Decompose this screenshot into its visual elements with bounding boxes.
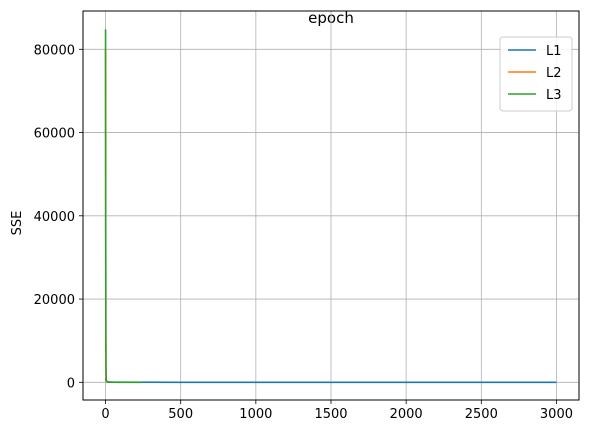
x-tick-label: 1000 (239, 407, 272, 422)
legend-label: L3 (546, 88, 562, 103)
y-tick-label: 20000 (34, 293, 75, 308)
x-tick-label: 3000 (540, 407, 573, 422)
x-tick-label: 500 (168, 407, 193, 422)
x-tick-label: 0 (101, 407, 109, 422)
x-tick-label: 1500 (314, 407, 347, 422)
series-line-l3 (106, 29, 142, 382)
x-tick-label: 2500 (465, 407, 498, 422)
x-axis: 0 500 1000 1500 2000 2500 3000 (101, 400, 573, 422)
legend: L1 L2 L3 (500, 37, 572, 111)
y-axis: 0 20000 40000 60000 80000 (34, 43, 83, 391)
y-axis-label: SSE (10, 211, 25, 236)
legend-label: L1 (546, 44, 562, 59)
y-tick-label: 80000 (34, 43, 75, 58)
x-tick-label: 2000 (390, 407, 423, 422)
legend-label: L2 (546, 66, 562, 81)
y-tick-label: 40000 (34, 210, 75, 225)
y-tick-label: 60000 (34, 127, 75, 142)
y-tick-label: 0 (67, 376, 75, 391)
